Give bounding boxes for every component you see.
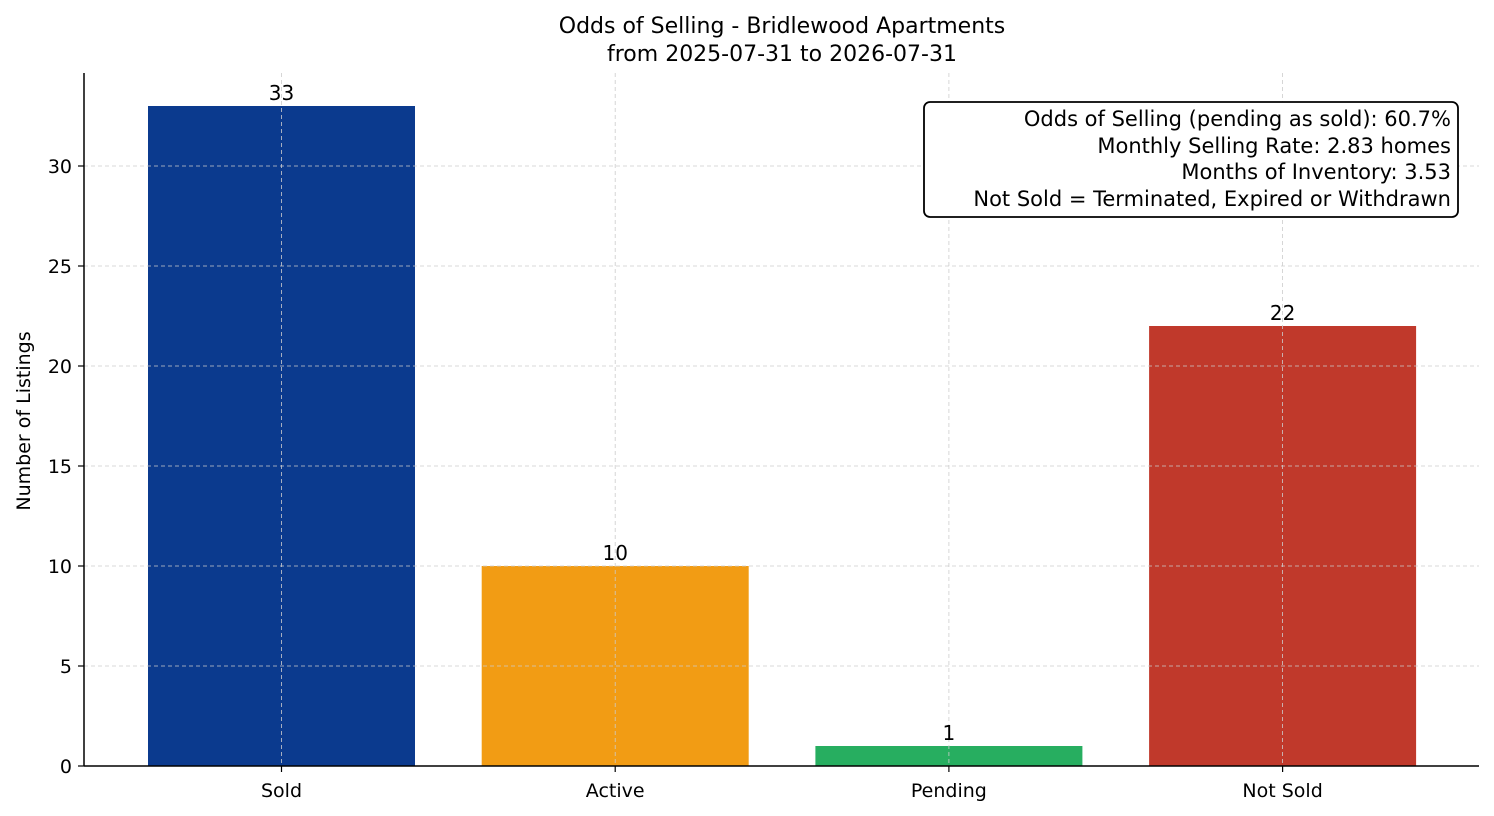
chart-subtitle: from 2025-07-31 to 2026-07-31 [607,42,957,67]
info-line-rate: Monthly Selling Rate: 2.83 homes [1097,134,1451,158]
x-tick-label: Not Sold [1242,780,1322,802]
info-line-inventory: Months of Inventory: 3.53 [1181,160,1451,184]
x-tick-label: Sold [261,780,302,802]
y-tick-label: 0 [60,756,72,778]
x-tick-label: Pending [911,780,987,802]
info-box-frame [923,101,1459,218]
info-line-odds: Odds of Selling (pending as sold): 60.7% [1024,107,1451,131]
y-axis-label: Number of Listings [13,331,35,510]
grid [84,73,1479,766]
y-tick-label: 15 [48,456,72,478]
y-tick-label: 25 [48,256,72,278]
y-tick-label: 5 [60,656,72,678]
bar [148,106,415,766]
data-label: 10 [602,541,627,565]
axes [83,73,1479,767]
info-box: Odds of Selling (pending as sold): 60.7%… [923,101,1459,218]
data-label: 22 [1270,301,1295,325]
y-tick-label: 20 [48,356,72,378]
data-labels: 33 10 1 22 [269,81,1296,745]
chart-title: Odds of Selling - Bridlewood Apartments [559,14,1005,39]
y-tick-label: 30 [48,156,72,178]
y-ticks: 0 5 10 15 20 25 30 [48,156,84,778]
y-tick-label: 10 [48,556,72,578]
x-ticks: Sold Active Pending Not Sold [261,766,1323,802]
info-line-notsold: Not Sold = Terminated, Expired or Withdr… [973,187,1451,211]
data-label: 33 [269,81,294,105]
data-label: 1 [943,721,956,745]
x-tick-label: Active [586,780,645,802]
